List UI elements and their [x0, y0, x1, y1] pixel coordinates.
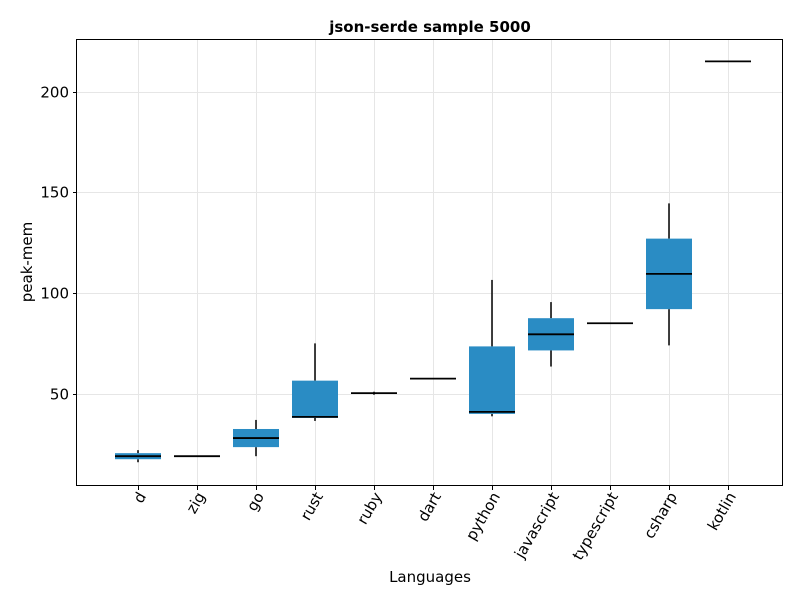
box-ruby: [351, 391, 397, 395]
y-tick-label: 50: [50, 386, 69, 404]
x-tick-label: csharp: [640, 489, 681, 542]
y-tick-label: 200: [40, 84, 69, 102]
box-body: [469, 346, 515, 414]
y-tick-label: 150: [40, 184, 69, 202]
x-tick-label: zig: [183, 489, 209, 517]
box-d: [115, 450, 161, 463]
x-tick-label: rust: [297, 489, 327, 524]
x-tick-label: python: [462, 489, 504, 543]
x-tick-label: javascript: [510, 489, 563, 562]
x-axis-ticks: d zig go rust ruby dart python javascript typesc…: [130, 486, 740, 563]
y-axis-label: peak-mem: [18, 222, 36, 303]
x-tick-label: dart: [414, 489, 445, 525]
box-javascript: [528, 302, 574, 367]
x-tick-label: go: [243, 489, 268, 514]
box-body: [292, 380, 338, 418]
x-tick-label: d: [130, 489, 150, 506]
y-axis-ticks: 50 100 150 200: [40, 84, 77, 404]
x-tick-label: typescript: [569, 489, 622, 563]
box-csharp: [646, 203, 692, 346]
plot-frame: [76, 39, 783, 486]
box-python: [469, 279, 515, 417]
y-tick-label: 100: [40, 285, 69, 303]
box-marks: [115, 60, 751, 463]
x-axis-label: Languages: [389, 568, 471, 586]
box-rust: [292, 343, 338, 421]
box-go: [233, 419, 279, 457]
chart-title: json-serde sample 5000: [328, 18, 531, 36]
x-tick-label: ruby: [353, 489, 386, 528]
x-tick-label: kotlin: [704, 489, 740, 534]
